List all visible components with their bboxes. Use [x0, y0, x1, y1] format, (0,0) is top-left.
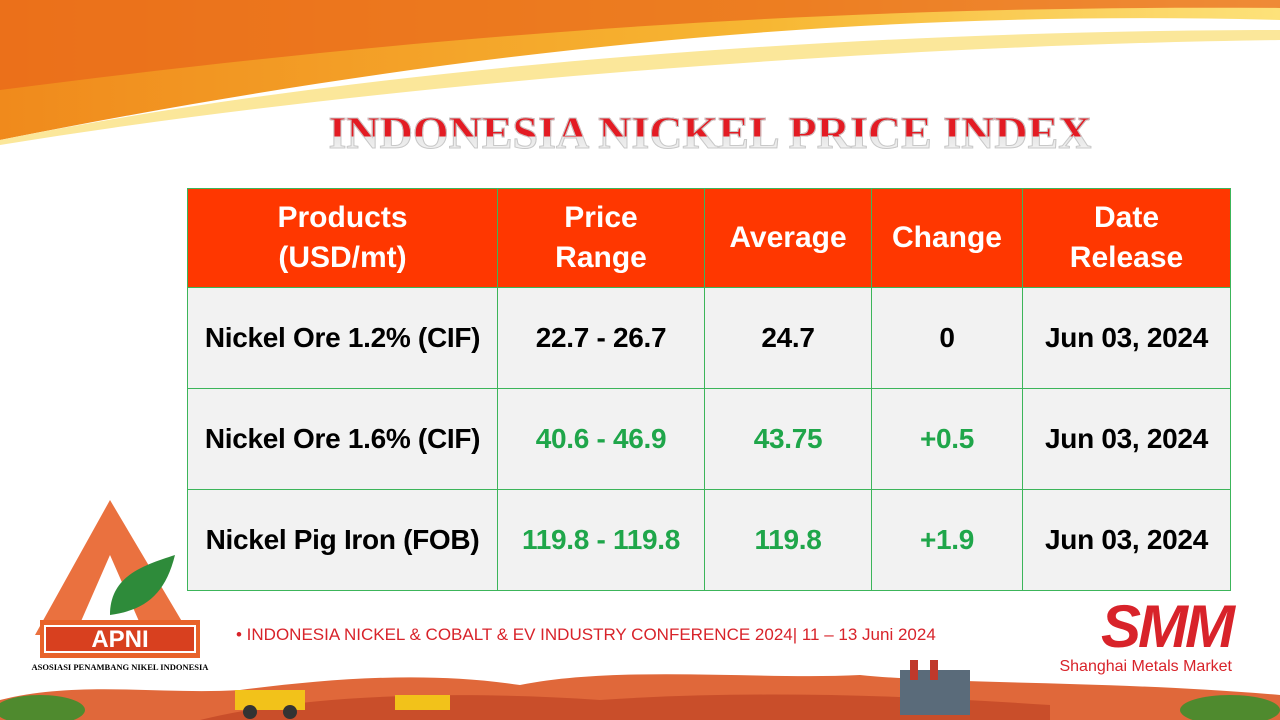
smm-logo: SMM Shanghai Metals Market — [1050, 593, 1235, 676]
date-cell: Jun 03, 2024 — [1022, 287, 1231, 389]
average-cell: 24.7 — [704, 287, 872, 389]
header-text: Range — [555, 241, 647, 274]
nickel-price-table: Products (USD/mt) Price Range Average Chan… — [187, 188, 1231, 591]
header-text: Release — [1069, 241, 1184, 274]
date-cell: Jun 03, 2024 — [1022, 388, 1231, 490]
product-cell: Nickel Pig Iron (FOB) — [187, 489, 498, 591]
change-cell: +1.9 — [871, 489, 1023, 591]
header-products: Products (USD/mt) — [187, 188, 498, 288]
header-text: Price — [564, 201, 638, 234]
header-average: Average — [704, 188, 872, 288]
change-cell: 0 — [871, 287, 1023, 389]
product-cell: Nickel Ore 1.6% (CIF) — [187, 388, 498, 490]
smm-logo-mark: SMM — [1101, 593, 1235, 660]
price-range-cell: 119.8 - 119.8 — [497, 489, 705, 591]
header-change: Change — [871, 188, 1023, 288]
average-cell: 119.8 — [704, 489, 872, 591]
conference-banner-text: • INDONESIA NICKEL & COBALT & EV INDUSTR… — [236, 625, 936, 644]
smm-name: Shanghai Metals Market — [1059, 658, 1232, 675]
page-title: INDONESIA NICKEL PRICE INDEX — [250, 100, 1170, 166]
table-row: Nickel Ore 1.6% (CIF) 40.6 - 46.9 43.75 … — [187, 388, 1231, 490]
date-cell: Jun 03, 2024 — [1022, 489, 1231, 591]
header-text: Date — [1093, 201, 1160, 234]
price-range-cell: 22.7 - 26.7 — [497, 287, 705, 389]
table-row: Nickel Pig Iron (FOB) 119.8 - 119.8 119.… — [187, 489, 1231, 591]
header-date-release: Date Release — [1022, 188, 1231, 288]
table-header-row: Products (USD/mt) Price Range Average Chan… — [187, 188, 1231, 288]
apni-logo: APNI ASOSIASI PENAMBANG NIKEL INDONESIA — [32, 500, 210, 672]
mining-landscape-decoration — [0, 660, 1280, 720]
svg-text:APNI: APNI — [91, 626, 148, 653]
product-cell: Nickel Ore 1.2% (CIF) — [187, 287, 498, 389]
average-cell: 43.75 — [704, 388, 872, 490]
header-text: (USD/mt) — [278, 241, 407, 274]
change-cell: +0.5 — [871, 388, 1023, 490]
price-range-cell: 40.6 - 46.9 — [497, 388, 705, 490]
table-row: Nickel Ore 1.2% (CIF) 22.7 - 26.7 24.7 0… — [187, 287, 1231, 389]
header-swoosh-decoration — [0, 0, 1280, 145]
header-price-range: Price Range — [497, 188, 705, 288]
header-text: Products — [277, 201, 408, 234]
svg-text:ASOSIASI PENAMBANG NIKEL INDON: ASOSIASI PENAMBANG NIKEL INDONESIA — [32, 662, 210, 672]
